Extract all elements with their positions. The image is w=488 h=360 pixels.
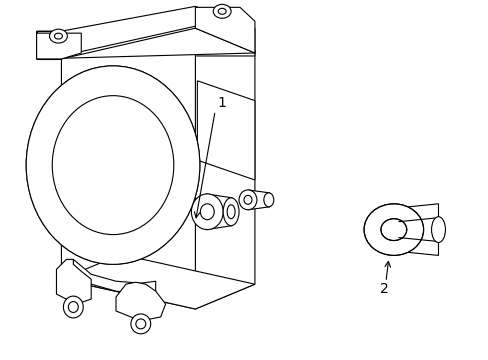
Polygon shape <box>37 33 81 59</box>
Ellipse shape <box>200 204 214 220</box>
Text: 2: 2 <box>379 282 387 296</box>
Polygon shape <box>56 260 91 304</box>
Ellipse shape <box>191 194 223 230</box>
Ellipse shape <box>364 204 423 255</box>
Ellipse shape <box>131 314 150 334</box>
Ellipse shape <box>223 198 239 226</box>
Ellipse shape <box>26 66 200 264</box>
Ellipse shape <box>380 219 406 240</box>
Polygon shape <box>195 7 254 53</box>
Polygon shape <box>195 26 254 309</box>
Ellipse shape <box>213 4 231 18</box>
Polygon shape <box>61 255 254 309</box>
Text: 1: 1 <box>217 96 226 109</box>
Ellipse shape <box>68 302 78 312</box>
Ellipse shape <box>431 217 445 243</box>
Ellipse shape <box>52 96 173 235</box>
Ellipse shape <box>136 319 145 329</box>
Polygon shape <box>61 26 195 309</box>
Polygon shape <box>206 194 232 230</box>
Polygon shape <box>398 204 438 255</box>
Ellipse shape <box>52 96 173 235</box>
Polygon shape <box>247 190 269 210</box>
Polygon shape <box>197 81 254 180</box>
Polygon shape <box>37 26 254 59</box>
Polygon shape <box>37 6 254 59</box>
Ellipse shape <box>264 193 273 207</box>
Ellipse shape <box>63 296 83 318</box>
Ellipse shape <box>239 190 256 210</box>
Polygon shape <box>116 282 165 321</box>
Polygon shape <box>37 26 254 56</box>
Ellipse shape <box>218 8 225 14</box>
Polygon shape <box>37 31 61 59</box>
Ellipse shape <box>244 195 251 204</box>
Polygon shape <box>73 260 155 294</box>
Ellipse shape <box>54 33 62 39</box>
Ellipse shape <box>49 29 67 43</box>
Ellipse shape <box>26 66 200 264</box>
Ellipse shape <box>226 205 235 219</box>
